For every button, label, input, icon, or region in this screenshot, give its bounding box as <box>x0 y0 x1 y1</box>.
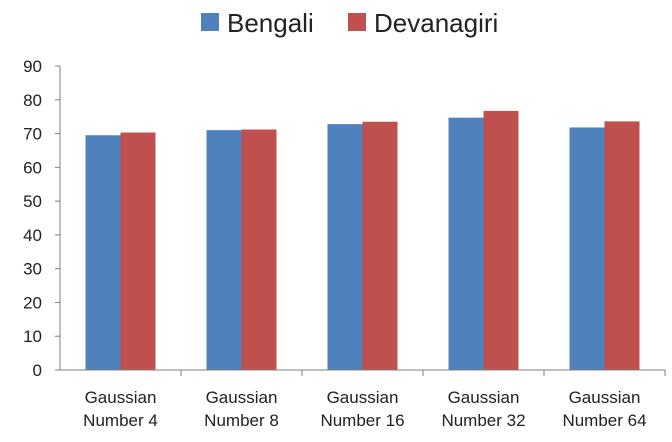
x-category-label: Gaussian <box>206 388 278 407</box>
bar-bengali-5 <box>569 127 605 370</box>
bar-bengali-3 <box>327 124 363 370</box>
bar-devanagiri-4 <box>483 110 519 371</box>
bar-devanagiri-1 <box>120 132 156 370</box>
bar-devanagiri-2 <box>241 129 277 370</box>
x-category-label: Gaussian <box>569 388 641 407</box>
legend-swatch-bengali <box>201 13 219 31</box>
x-category-label: Number 32 <box>441 411 525 430</box>
y-tick-label: 50 <box>23 192 42 211</box>
legend-label-devanagiri: Devanagiri <box>374 8 498 38</box>
legend-label-bengali: Bengali <box>227 8 314 38</box>
bar-devanagiri-5 <box>604 121 640 370</box>
legend: Bengali Devanagiri <box>201 8 498 38</box>
y-tick-label: 10 <box>23 327 42 346</box>
x-category-label: Gaussian <box>85 388 157 407</box>
x-category-label: Number 8 <box>204 411 279 430</box>
x-category-label: Number 64 <box>562 411 646 430</box>
y-tick-label: 30 <box>23 260 42 279</box>
x-category-label: Number 16 <box>320 411 404 430</box>
x-category-label: Gaussian <box>448 388 520 407</box>
y-tick-label: 0 <box>33 361 42 380</box>
plot-area <box>85 110 640 371</box>
bar-bengali-2 <box>206 130 242 370</box>
y-tick-label: 60 <box>23 158 42 177</box>
legend-swatch-devanagiri <box>348 13 366 31</box>
x-category-label: Number 4 <box>83 411 158 430</box>
bar-devanagiri-3 <box>362 121 398 370</box>
y-tick-label: 70 <box>23 125 42 144</box>
y-tick-label: 20 <box>23 293 42 312</box>
x-category-label: Gaussian <box>327 388 399 407</box>
y-tick-label: 40 <box>23 226 42 245</box>
bar-bengali-1 <box>85 135 121 370</box>
bar-bengali-4 <box>448 117 484 371</box>
x-axis: Gaussian Number 4 Gaussian Number 8 Gaussian… <box>60 369 666 430</box>
y-axis: 0 10 20 30 40 50 60 70 80 90 <box>23 57 61 380</box>
y-tick-label: 80 <box>23 91 42 110</box>
y-tick-label: 90 <box>23 57 42 76</box>
